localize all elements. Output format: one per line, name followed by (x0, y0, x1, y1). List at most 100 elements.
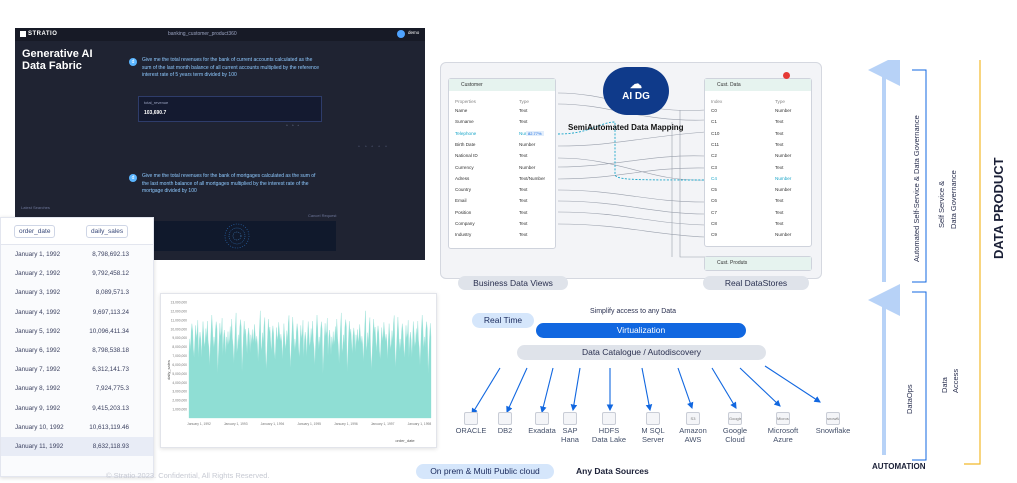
mapping-field-name[interactable]: Country (455, 187, 472, 193)
mapping-field-name[interactable]: Email (455, 198, 467, 204)
data-source-item[interactable]: Google Cloud StorageGoogle Cloud (713, 412, 757, 444)
mapping-field-name[interactable]: Birth Date (455, 141, 476, 147)
mapping-field-name[interactable]: C2 (711, 153, 717, 159)
x-tick-label: January 1, 1998 (408, 422, 432, 426)
daily-sales-cell: 10,096,411.34 (89, 327, 129, 335)
mapping-field-type: Text (519, 198, 528, 204)
mapping-field-name[interactable]: C3 (711, 164, 717, 170)
x-tick-label: January 1, 1997 (371, 422, 395, 426)
globe-loader-icon (224, 223, 250, 249)
y-tick-label: 8,000,000 (172, 345, 187, 349)
sales-table: order_date daily_sales January 1, 1992 8,… (0, 217, 154, 477)
data-source-item[interactable]: Exadata (520, 412, 564, 436)
mapping-field-name[interactable]: C6 (711, 198, 717, 204)
question-avatar-icon: d (129, 174, 137, 182)
mapping-field-name[interactable]: C10 (711, 130, 720, 136)
mapping-field-name[interactable]: C11 (711, 141, 720, 147)
feedback-actions-icons[interactable]: ▫▫▫▫▫ (358, 144, 392, 150)
database-icon (535, 412, 549, 425)
table-row[interactable]: January 5, 1992 10,096,411.34 (1, 322, 153, 341)
data-source-item[interactable]: S3 Amazon AWS (671, 412, 715, 444)
mapping-field-name[interactable]: C7 (711, 209, 717, 215)
table-row[interactable]: January 11, 1992 8,632,118.93 (1, 437, 153, 457)
mapping-field-name[interactable]: Adress (455, 175, 470, 181)
data-source-item[interactable]: DB2 (483, 412, 527, 436)
mapping-field-name[interactable]: C8 (711, 221, 717, 226)
daily-sales-chart-svg: 1,000,000 2,000,000 3,000,000 4,000,000 5,00… (166, 301, 432, 444)
column-header-order-date[interactable]: order_date (14, 225, 56, 238)
table-row[interactable]: January 7, 1992 6,312,141.73 (1, 360, 153, 379)
data-source-item[interactable]: ORACLE (449, 412, 493, 436)
match-score-tag: 82.77% (526, 131, 544, 136)
table-row[interactable]: January 3, 1992 8,089,571.3 (1, 283, 153, 302)
mapping-field-name[interactable]: C0 (711, 108, 717, 113)
mapping-field-type: Text (775, 209, 784, 215)
data-access-label-1: Data (940, 377, 949, 393)
daily-sales-cell: 9,415,203.13 (92, 404, 129, 412)
cust-products-card[interactable]: Cust. Produts (704, 256, 812, 271)
mapping-field-name[interactable]: Telephone (455, 130, 477, 136)
order-date-cell: January 10, 1992 (15, 423, 64, 431)
daily-sales-cell: 7,924,775.3 (95, 385, 129, 393)
daily-sales-cell: 8,798,538.18 (92, 347, 129, 354)
mapping-field-name[interactable]: C4 (711, 175, 717, 181)
customer-card[interactable]: Customer Properties Type Name Text Surname… (448, 78, 556, 249)
table-row[interactable]: January 1, 1992 8,798,692.13 (1, 245, 153, 264)
data-source-item[interactable]: M SQL Server (631, 412, 675, 444)
database-icon: S3 (686, 412, 700, 425)
mapping-field-name[interactable]: Currency (455, 164, 474, 170)
avatar[interactable] (397, 30, 405, 38)
dataset-selector[interactable]: banking_customer_product360 (168, 31, 237, 37)
user-name: demo (408, 30, 420, 35)
mapping-field-name[interactable]: National ID (455, 153, 478, 159)
data-source-label: Snowflake (815, 426, 851, 435)
mapping-field-name[interactable]: Surname (455, 119, 474, 125)
data-source-item[interactable]: Microsoft Azure Data LakeMicrosoft Azure (761, 412, 805, 444)
data-source-item[interactable]: HDFS Data Lake (587, 412, 631, 444)
mapping-field-name[interactable]: C5 (711, 187, 717, 193)
source-arrows (471, 365, 821, 415)
order-date-cell: January 5, 1992 (15, 327, 61, 335)
table-row[interactable]: January 9, 1992 9,415,203.13 (1, 399, 153, 418)
mapping-field-type: Number (775, 153, 792, 159)
mapping-field-type: Number (519, 164, 536, 170)
mapping-field-name[interactable]: Industry (455, 232, 472, 238)
automation-label: AUTOMATION (872, 462, 926, 471)
order-date-cell: January 8, 1992 (15, 385, 61, 393)
real-time-pill: Real Time (472, 313, 534, 328)
table-row[interactable]: January 4, 1992 9,697,113.24 (1, 303, 153, 322)
automated-governance-label: Automated Self-Service & Data Governance (912, 115, 921, 262)
mapping-field-type: Text (519, 187, 528, 193)
cust-data-card[interactable]: Cust. Data Index Type C0 Number C1 Text C10 T… (704, 78, 812, 247)
mapping-field-name[interactable]: Name (455, 108, 468, 113)
data-source-item[interactable]: SAP Hana (548, 412, 592, 444)
mapping-field-name[interactable]: C9 (711, 232, 717, 238)
mapping-field-type: Text (519, 232, 528, 238)
mapping-field-name[interactable]: Position (455, 209, 472, 215)
data-access-label-2: Access (951, 368, 960, 393)
stratio-logo-icon (20, 31, 26, 37)
column-index: Index (711, 99, 723, 104)
cust-data-card-title: Cust. Data (705, 79, 811, 91)
order-date-cell: January 7, 1992 (15, 366, 61, 374)
cancel-request-button[interactable]: Cancel Request (308, 213, 337, 218)
mapping-field-type: Number (775, 108, 792, 113)
business-data-views-label: Business Data Views (458, 276, 568, 290)
order-date-cell: January 4, 1992 (15, 308, 61, 316)
virtualization-pill: Virtualization (536, 323, 746, 338)
result-actions-icons[interactable]: ▫▫◦ (286, 123, 304, 129)
mapping-field-name[interactable]: C1 (711, 119, 717, 125)
mapping-field-type: Text (775, 198, 784, 204)
mapping-lines (557, 92, 706, 258)
table-row[interactable]: January 2, 1992 9,792,458.12 (1, 264, 153, 283)
mapping-field-name[interactable]: Company (455, 221, 475, 226)
table-row[interactable]: January 6, 1992 8,798,538.18 (1, 341, 153, 360)
table-row[interactable]: January 10, 1992 10,613,119.46 (1, 418, 153, 437)
table-row[interactable]: January 8, 1992 7,924,775.3 (1, 379, 153, 398)
column-header-daily-sales[interactable]: daily_sales (86, 225, 129, 238)
x-tick-label: January 1, 1992 (187, 422, 211, 426)
daily-sales-chart: 1,000,000 2,000,000 3,000,000 4,000,000 5,00… (160, 293, 437, 448)
data-source-item[interactable]: snowflakeSnowflake (811, 412, 855, 436)
data-source-label: Amazon AWS (679, 426, 707, 444)
order-date-cell: January 3, 1992 (15, 289, 61, 297)
